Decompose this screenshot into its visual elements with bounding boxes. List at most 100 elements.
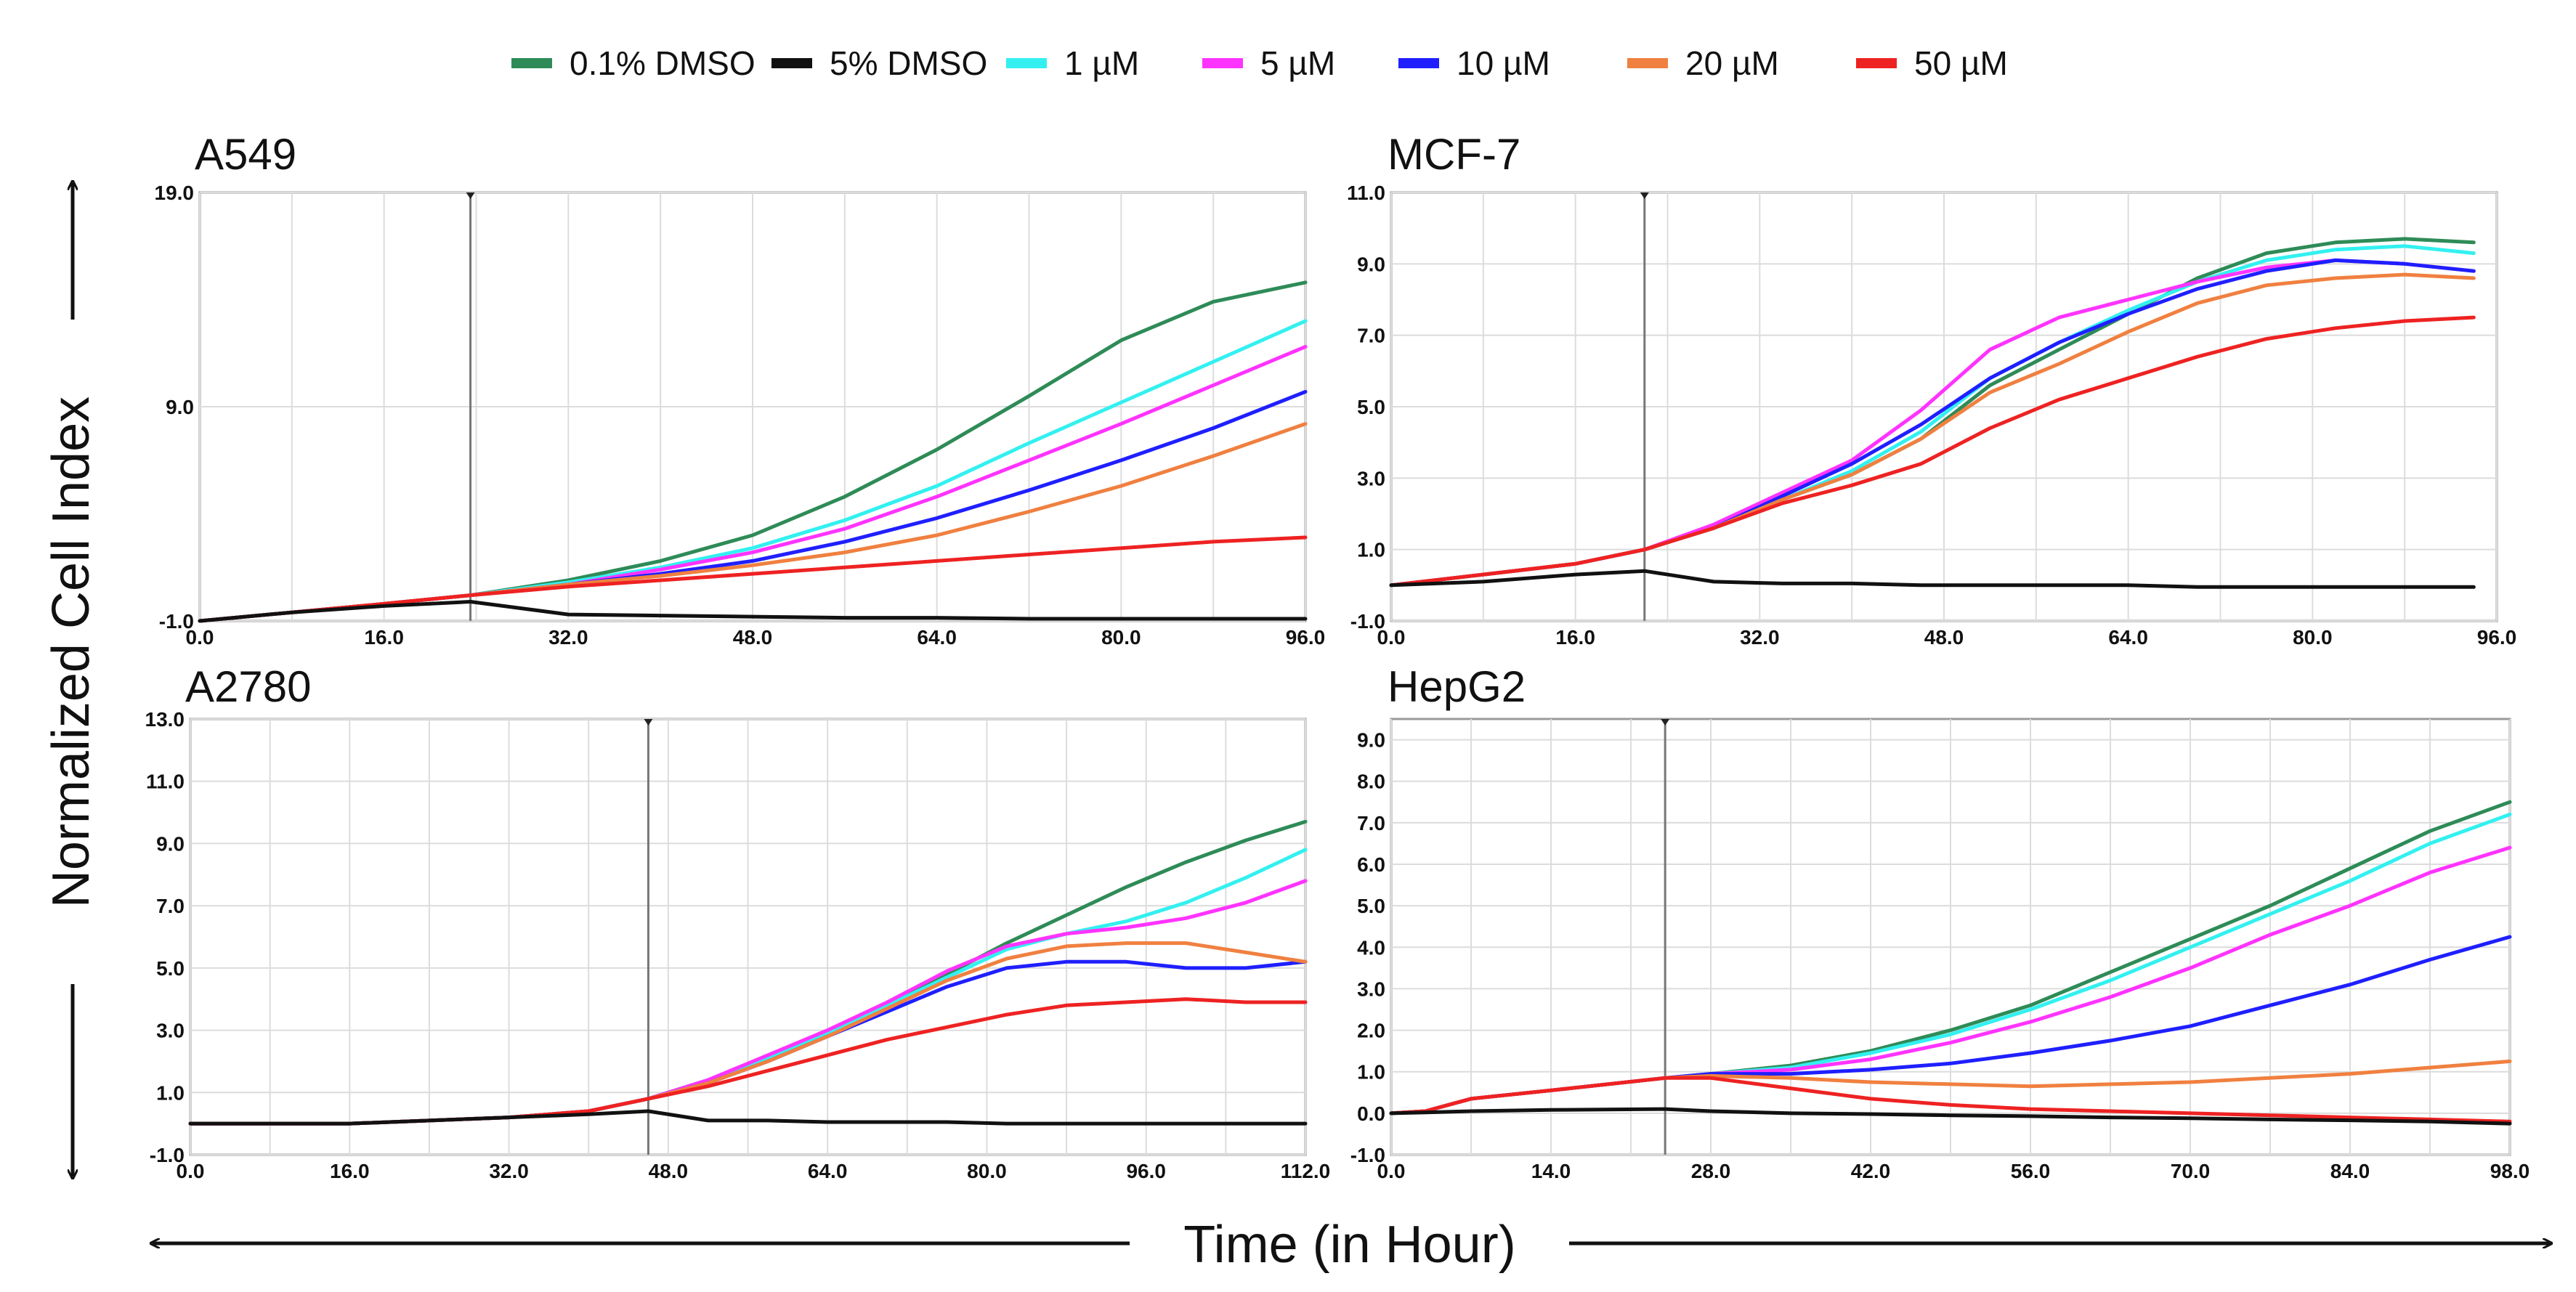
y-tick-label: 11.0 [146, 771, 185, 793]
x-tick-label: 64.0 [2108, 626, 2148, 649]
x-tick-label: 64.0 [917, 626, 957, 649]
x-tick-label: 96.0 [2477, 626, 2517, 649]
x-tick-label: 80.0 [967, 1160, 1007, 1182]
series-line-5pct-dmso [188, 1109, 1308, 1126]
legend-label: 10 µM [1457, 44, 1550, 82]
x-tick-label: 28.0 [1691, 1160, 1731, 1182]
y-tick-label: -1.0 [159, 610, 194, 633]
treatment-marker-icon [466, 192, 475, 199]
panel-a549: A549 0.0 16.0 32.0 48.0 64.0 80.0 96.0 19.0 9.0 -1… [155, 130, 1326, 649]
x-tick-label: 56.0 [2011, 1160, 2051, 1182]
y-axis-label: Normalized Cell Index [42, 397, 100, 908]
x-tick-label: 16.0 [1555, 626, 1595, 649]
y-tick-label: -1.0 [150, 1144, 185, 1166]
panel-title: A549 [195, 130, 296, 179]
legend-item-50-um: 50 µM [1856, 44, 2008, 82]
series-line-50-um [1389, 1076, 2512, 1124]
y-tick-label: 8.0 [1357, 771, 1385, 793]
x-tick-label: 32.0 [548, 626, 588, 649]
y-tick-label: 9.0 [1357, 253, 1385, 275]
x-tick-label: 48.0 [1924, 626, 1964, 649]
y-tick-label: -1.0 [1350, 610, 1385, 633]
y-tick-label: 3.0 [1357, 467, 1385, 489]
legend-label: 5 µM [1260, 44, 1335, 82]
panel-hepg2: HepG2 0.0 14.0 28.0 42.0 56.0 70.0 84.0 98.0 9.0 8… [1350, 662, 2530, 1182]
series-group [1389, 800, 2512, 1126]
y-tick-label: 2.0 [1357, 1020, 1385, 1042]
y-tick-label: 6.0 [1357, 853, 1385, 876]
x-tick-label: 14.0 [1531, 1160, 1571, 1182]
x-tick-label: 70.0 [2171, 1160, 2211, 1182]
treatment-marker-icon [644, 719, 653, 726]
x-tick-label: 84.0 [2330, 1160, 2370, 1182]
y-tick-label: 13.0 [145, 708, 185, 731]
legend-item-5pct-dmso: 5% DMSO [771, 44, 987, 82]
panel-title: A2780 [185, 662, 312, 711]
x-axis-label: Time (in Hour) [1183, 1216, 1515, 1274]
y-tick-label: 1.0 [1357, 1061, 1385, 1084]
y-tick-label: 5.0 [156, 957, 185, 980]
legend: 0.1% DMSO 5% DMSO 1 µM 5 µM 10 µM 20 µM 50 µM [511, 44, 2008, 82]
y-tick-label: 7.0 [156, 895, 185, 917]
panel-title: HepG2 [1388, 662, 1526, 711]
y-tick-label: 3.0 [1357, 978, 1385, 1000]
x-tick-label: 48.0 [649, 1160, 689, 1182]
x-tick-label: 16.0 [330, 1160, 370, 1182]
x-tick-label: 32.0 [1740, 626, 1780, 649]
y-tick-label: -1.0 [1350, 1144, 1385, 1166]
x-tick-label: 48.0 [733, 626, 773, 649]
series-group [198, 280, 1308, 623]
x-tick-label: 32.0 [489, 1160, 529, 1182]
legend-item-10-um: 10 µM [1398, 44, 1550, 82]
panel-mcf-7: MCF-7 0.0 16.0 32.0 48.0 64.0 80.0 96.0 11.0 9.0 7… [1347, 130, 2516, 649]
legend-label: 20 µM [1685, 44, 1779, 82]
legend-label: 5% DMSO [830, 44, 987, 82]
x-tick-label: 0.0 [1377, 1160, 1406, 1182]
x-tick-label: 80.0 [1101, 626, 1141, 649]
x-tick-label: 0.0 [177, 1160, 205, 1182]
y-axis-label-group: Normalized Cell Index [42, 183, 100, 1177]
legend-item-0-1pct-dmso: 0.1% DMSO [511, 44, 756, 82]
y-tick-label: 4.0 [1357, 936, 1385, 959]
x-tick-label: 98.0 [2490, 1160, 2530, 1182]
panel-a2780: A2780 0.0 16.0 32.0 48.0 64.0 80.0 96.0 112.0 13.… [145, 662, 1331, 1182]
y-tick-label: 3.0 [156, 1020, 185, 1042]
y-tick-label: 7.0 [1357, 325, 1385, 347]
x-tick-label: 80.0 [2293, 626, 2333, 649]
legend-label: 1 µM [1064, 44, 1139, 82]
y-tick-label: 11.0 [1347, 182, 1385, 204]
series-line-5pct-dmso [198, 600, 1308, 623]
legend-item-20-um: 20 µM [1627, 44, 1779, 82]
treatment-marker-icon [1661, 719, 1670, 726]
y-tick-label: 0.0 [1357, 1102, 1385, 1125]
series-line-50-um [1389, 315, 2476, 588]
x-tick-label: 96.0 [1286, 626, 1326, 649]
legend-item-5-um: 5 µM [1202, 44, 1335, 82]
y-tick-label: 1.0 [1357, 539, 1385, 561]
series-group [1389, 237, 2476, 589]
treatment-marker-icon [1640, 192, 1649, 199]
series-group [188, 819, 1308, 1126]
x-tick-label: 96.0 [1126, 1160, 1166, 1182]
y-tick-label: 9.0 [166, 396, 194, 418]
x-axis-label-group: Time (in Hour) [153, 1216, 2550, 1274]
y-tick-label: 7.0 [1357, 812, 1385, 834]
legend-label: 50 µM [1914, 44, 2008, 82]
y-tick-label: 19.0 [155, 182, 195, 204]
grid [190, 718, 1306, 1155]
y-tick-label: 9.0 [156, 832, 185, 855]
series-line-5pct-dmso [1389, 569, 2476, 589]
y-tick-label: 1.0 [156, 1081, 185, 1104]
x-tick-label: 64.0 [808, 1160, 848, 1182]
legend-item-1-um: 1 µM [1006, 44, 1139, 82]
y-tick-label: 5.0 [1357, 396, 1385, 418]
y-tick-label: 5.0 [1357, 895, 1385, 917]
grid [1390, 192, 2498, 622]
x-tick-label: 112.0 [1281, 1160, 1331, 1182]
panel-title: MCF-7 [1388, 130, 1520, 179]
legend-label: 0.1% DMSO [570, 44, 756, 82]
x-tick-label: 0.0 [186, 626, 214, 649]
x-tick-label: 42.0 [1851, 1160, 1891, 1182]
x-tick-label: 0.0 [1377, 626, 1406, 649]
